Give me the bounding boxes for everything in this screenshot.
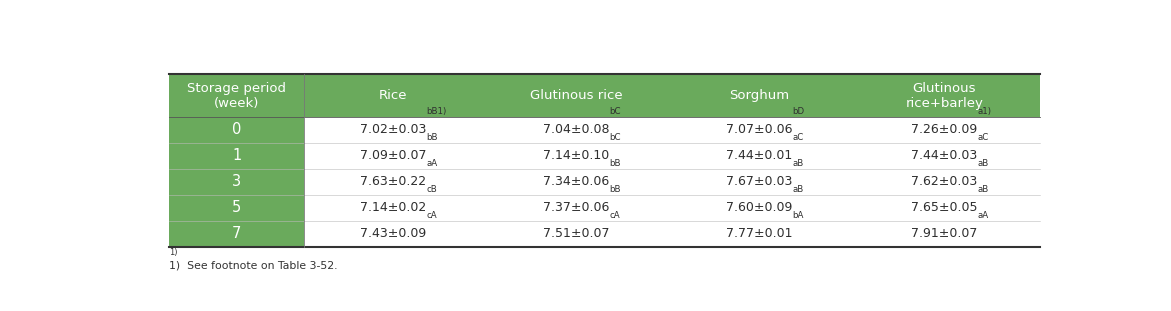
Text: Rice: Rice (379, 89, 408, 102)
Text: aB: aB (793, 185, 803, 194)
Bar (849, 117, 1040, 143)
Text: bA: bA (793, 211, 804, 220)
Text: 7.44±0.03: 7.44±0.03 (911, 149, 978, 162)
Text: Glutinous rice: Glutinous rice (530, 89, 623, 102)
Bar (169, 117, 304, 143)
Text: a1): a1) (978, 107, 992, 116)
Bar (169, 143, 304, 169)
Bar (169, 195, 304, 221)
Text: 7.67±0.03: 7.67±0.03 (726, 175, 793, 188)
Text: bC: bC (609, 133, 621, 142)
Bar (670, 143, 849, 169)
Text: 1)  See footnote on Table 3-52.: 1) See footnote on Table 3-52. (169, 260, 337, 270)
Bar (482, 195, 670, 221)
Bar (482, 117, 670, 143)
Text: 7.34±0.06: 7.34±0.06 (543, 175, 609, 188)
Bar (482, 221, 670, 247)
Text: Storage period
(week): Storage period (week) (187, 81, 286, 109)
Text: 7.37±0.06: 7.37±0.06 (543, 201, 610, 214)
Text: cB: cB (426, 185, 437, 194)
Text: aB: aB (793, 159, 803, 168)
Bar (169, 221, 304, 247)
Bar (304, 74, 482, 117)
Bar (304, 169, 482, 195)
Text: 7.63±0.22: 7.63±0.22 (361, 175, 426, 188)
Text: 7.04±0.08: 7.04±0.08 (543, 123, 610, 136)
Text: aA: aA (978, 211, 988, 220)
Text: aB: aB (978, 185, 989, 194)
Bar (304, 195, 482, 221)
Bar (670, 195, 849, 221)
Text: 7.43±0.09: 7.43±0.09 (361, 227, 426, 240)
Text: Glutinous
rice+barley: Glutinous rice+barley (905, 81, 984, 109)
Bar (849, 221, 1040, 247)
Text: 7: 7 (232, 226, 241, 241)
Text: 7.51±0.07: 7.51±0.07 (543, 227, 610, 240)
Text: 7.14±0.10: 7.14±0.10 (543, 149, 609, 162)
Text: 5: 5 (232, 200, 241, 215)
Text: 7.60±0.09: 7.60±0.09 (726, 201, 793, 214)
Text: cA: cA (426, 211, 437, 220)
Bar (849, 169, 1040, 195)
Text: bB: bB (610, 185, 621, 194)
Bar (304, 143, 482, 169)
Text: aA: aA (426, 159, 438, 168)
Text: 7.77±0.01: 7.77±0.01 (726, 227, 793, 240)
Text: 7.26±0.09: 7.26±0.09 (911, 123, 978, 136)
Bar (304, 221, 482, 247)
Bar (670, 74, 849, 117)
Bar (482, 169, 670, 195)
Bar (482, 143, 670, 169)
Text: 7.65±0.05: 7.65±0.05 (911, 201, 978, 214)
Text: 7.09±0.07: 7.09±0.07 (361, 149, 426, 162)
Text: 1: 1 (232, 148, 241, 163)
Text: bC: bC (610, 107, 621, 116)
Bar (304, 117, 482, 143)
Text: 1): 1) (169, 248, 178, 257)
Bar (849, 74, 1040, 117)
Text: 7.44±0.01: 7.44±0.01 (726, 149, 793, 162)
Text: 7.91±0.07: 7.91±0.07 (911, 227, 978, 240)
Text: aC: aC (793, 133, 803, 142)
Bar (169, 74, 304, 117)
Bar (670, 221, 849, 247)
Text: 0: 0 (232, 122, 241, 137)
Text: aB: aB (978, 159, 988, 168)
Bar (670, 117, 849, 143)
Text: aC: aC (978, 133, 988, 142)
Text: cA: cA (610, 211, 621, 220)
Text: 7.07±0.06: 7.07±0.06 (726, 123, 793, 136)
Bar (849, 195, 1040, 221)
Text: Sorghum: Sorghum (730, 89, 789, 102)
Text: bB: bB (609, 159, 621, 168)
Bar (670, 169, 849, 195)
Text: bB: bB (426, 133, 438, 142)
Text: bB1): bB1) (426, 107, 447, 116)
Text: 7.02±0.03: 7.02±0.03 (361, 123, 426, 136)
Bar (482, 74, 670, 117)
Bar (169, 169, 304, 195)
Text: bD: bD (793, 107, 804, 116)
Text: 7.14±0.02: 7.14±0.02 (361, 201, 426, 214)
Text: 7.62±0.03: 7.62±0.03 (911, 175, 978, 188)
Text: 3: 3 (232, 174, 241, 189)
Bar (849, 143, 1040, 169)
